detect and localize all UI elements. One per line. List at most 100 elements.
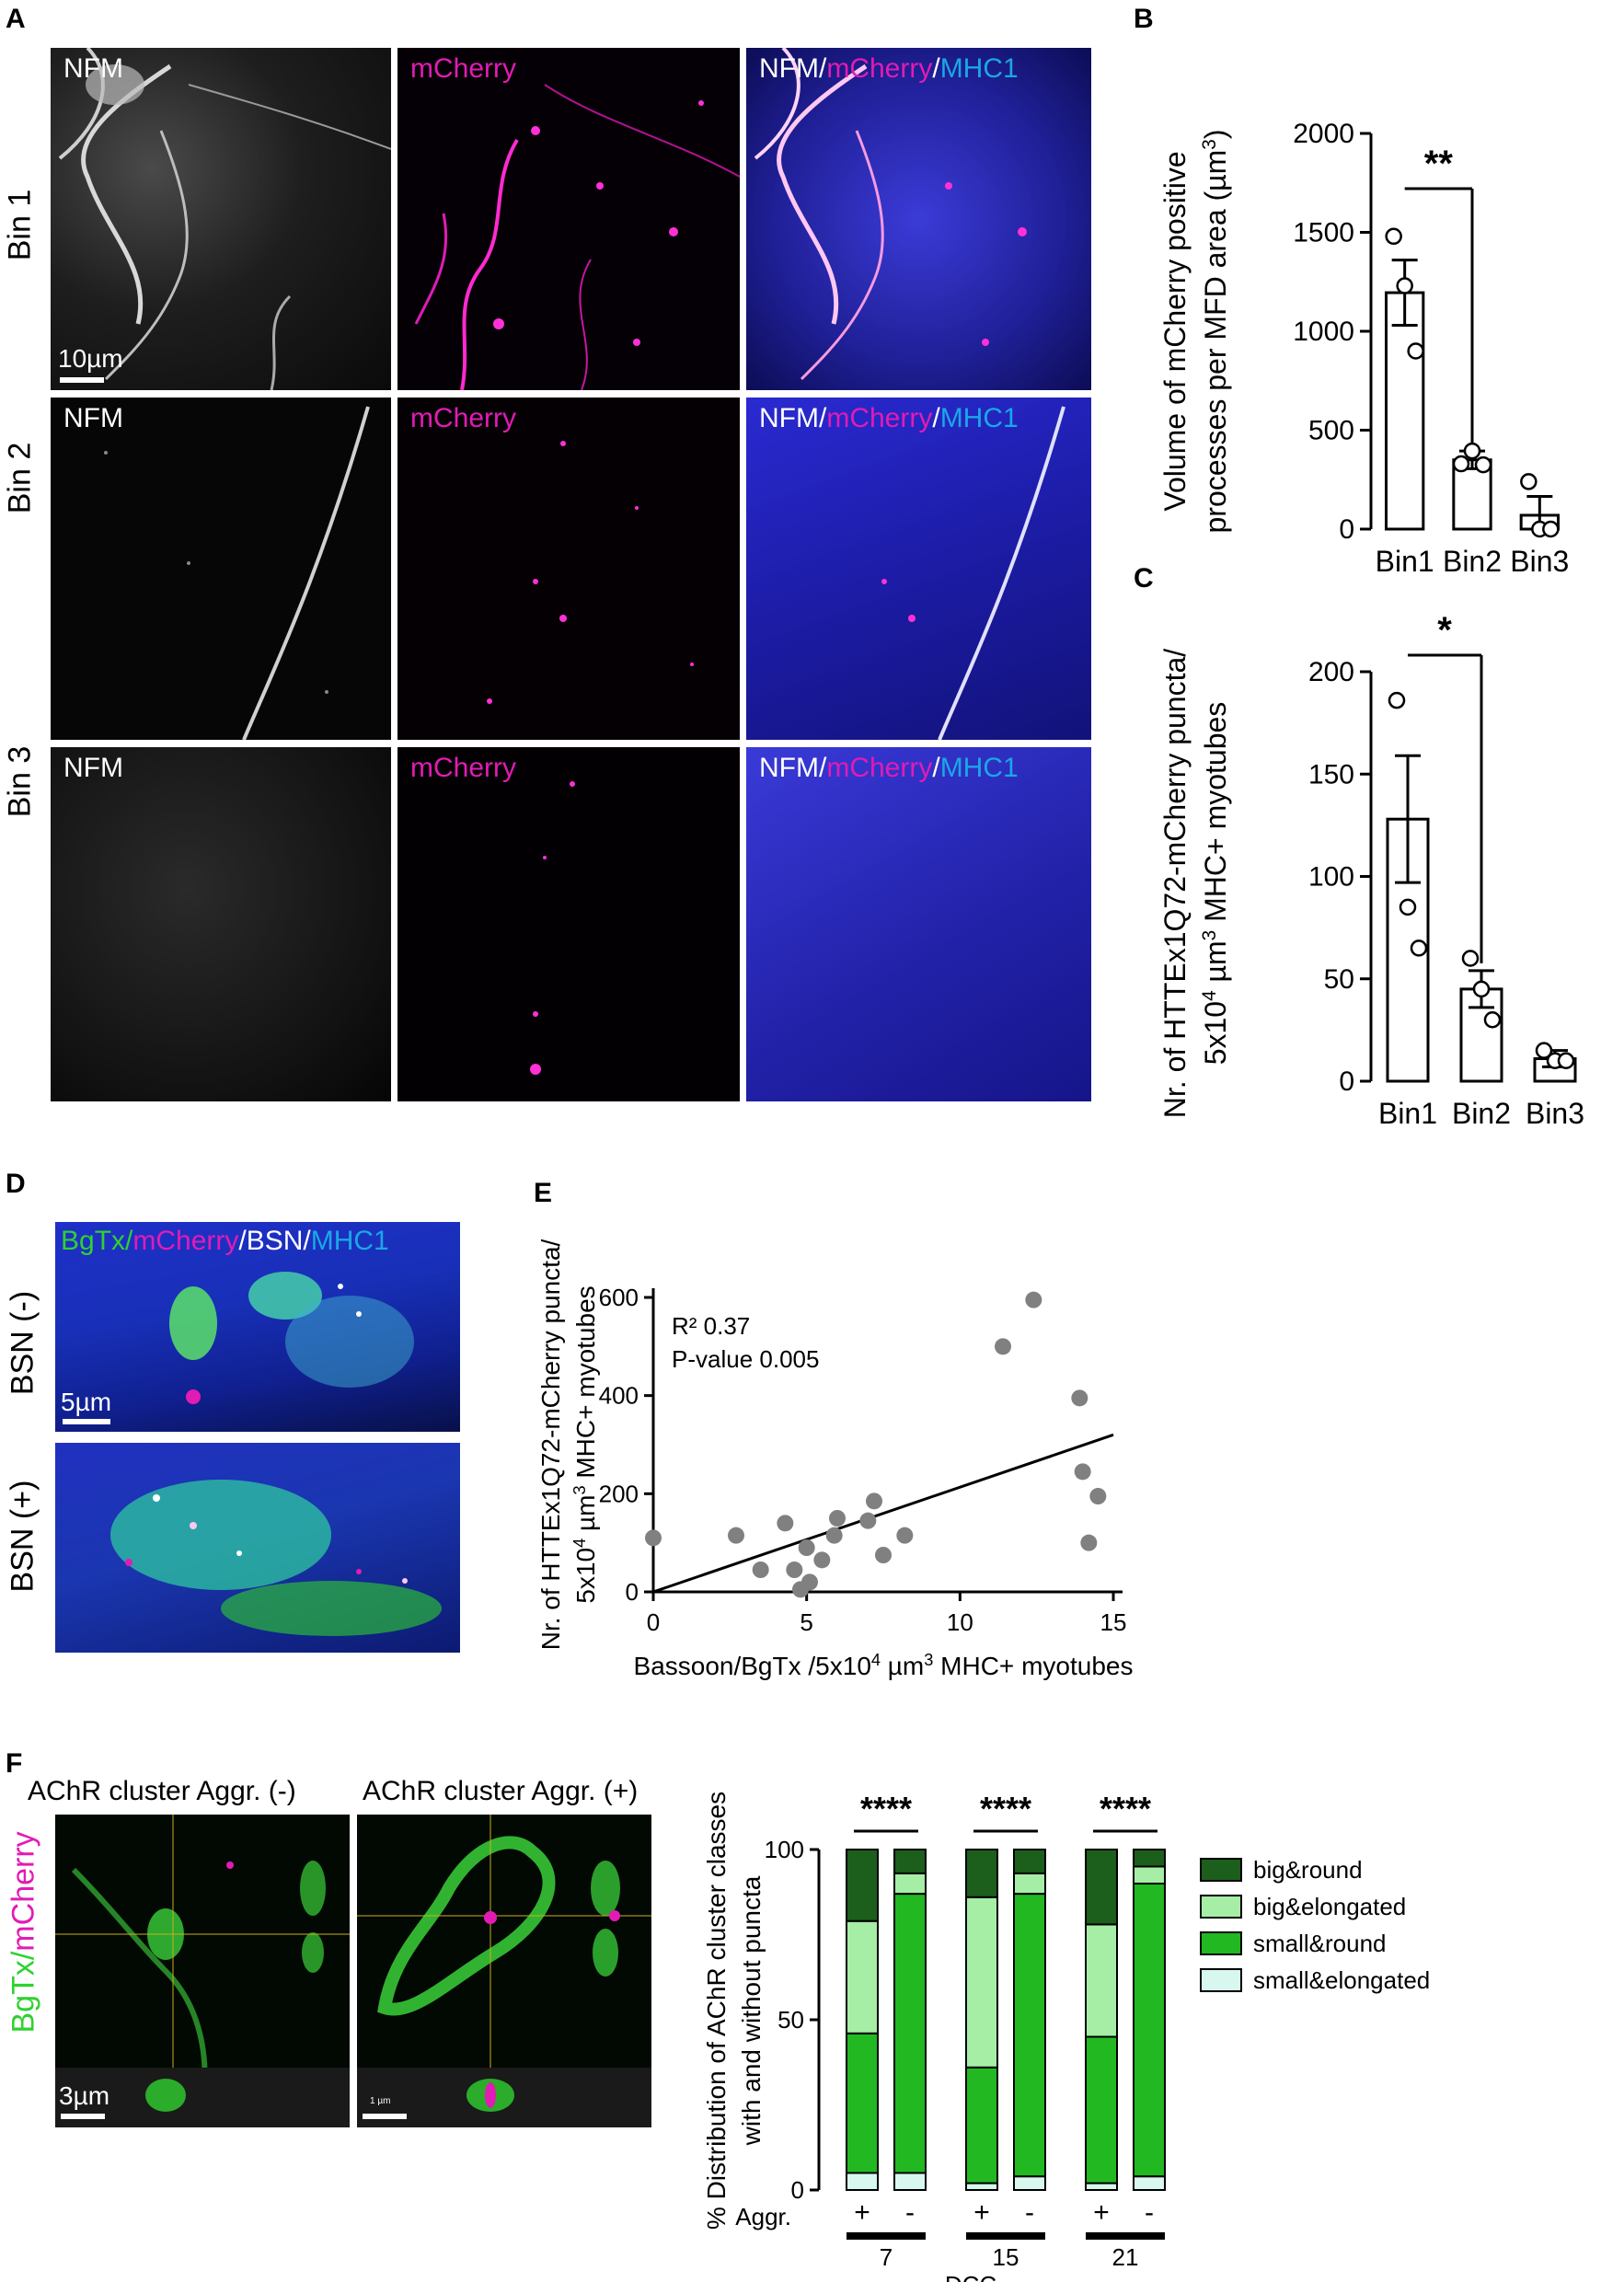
annotation-p-value: P-value 0.005 [672,1345,819,1373]
data-point [1520,473,1538,490]
significance-label: **** [980,1790,1031,1827]
data-point [1535,1042,1553,1059]
stacked-segment-small-round [846,2032,879,2174]
y-tick-label: 1500 [1293,218,1354,248]
scatter-point [1080,1534,1098,1551]
aggr-sign: - [1145,2197,1154,2228]
stacked-segment-big-elongated [1133,1865,1166,1884]
data-point [1557,1052,1575,1069]
legend-label: big&elongated [1253,1893,1406,1920]
legend-label: small&round [1253,1930,1387,1957]
micrograph-bin3-merge: NFM/mCherry/MHC1 [746,747,1091,1101]
scatter-point [995,1338,1011,1355]
row-label-bin1: Bin 1 [2,189,38,261]
legend-label: small&elongated [1253,1966,1430,1994]
x-tick-label: Bin2 [1443,545,1502,578]
x-tick-label: 0 [647,1608,660,1636]
x-tick-label: 5 [800,1608,812,1636]
mcherry-dots-graphic [530,781,575,1075]
panel-f-letter: F [6,1748,23,1779]
data-point [1399,898,1417,916]
scalebar-f [61,2114,105,2119]
y-tick-label: 100 [765,1836,804,1863]
significance-label: * [1437,610,1452,651]
chart-b: 0 500 1000 1500 2000 Bin1 Bin2 Bin3 ** Volume of … [1158,119,1569,578]
label-mcherry-bin2: mCherry [410,403,517,433]
scatter-point [645,1529,662,1547]
y-tick-label: 200 [1308,657,1354,687]
scalebar-f-label: 3µm [59,2081,110,2110]
group-label: 21 [1112,2243,1139,2271]
y-tick-label: 1000 [1293,317,1354,347]
stacked-segment-big-elongated [1085,1923,1118,2038]
row-label-bin2: Bin 2 [2,442,38,514]
mcherry-dots-graphic [487,441,694,704]
aggr-sign: - [1025,2197,1034,2228]
chart-e: 0 200 400 600 0 5 10 15 R² 0.37 P-value 0.005 Bass… [536,1239,1134,1680]
merge-fibers-graphic [754,48,1027,381]
y-axis-label-line1: Volume of mCherry positive [1158,151,1192,511]
data-point [1452,455,1470,473]
micrograph-bin1-mcherry: mCherry [397,48,740,390]
scatter-point [829,1510,846,1527]
x-tick-label: 15 [1100,1608,1127,1636]
scatter-point [777,1515,794,1532]
panel-d-letter: D [6,1169,26,1199]
data-point [1385,227,1402,246]
data-point [1474,455,1492,474]
y-axis-label-line2: with and without puncta [737,1875,766,2146]
y-axis-label-line1: Nr. of HTTEx1Q72-mCherry puncta/ [1158,649,1192,1118]
mcherry-fibers-graphic [414,84,740,390]
group-label: 15 [993,2243,1019,2271]
data-point [1461,950,1480,967]
legend-swatch [1200,1931,1242,1955]
y-tick-label: 100 [1308,862,1354,893]
stacked-segment-big-round [846,1849,879,1922]
group-label: 7 [880,2243,893,2271]
x-axis-label: DCC [945,2271,996,2282]
micrograph-bsn-minus: BgTx/mCherry/BSN/MHC1 5µm [55,1222,460,1432]
data-point [1472,980,1491,998]
scatter-point [1089,1488,1107,1504]
stacked-segment-small-round [893,1893,927,2174]
y-axis-label-line1: % Distribution of AChR cluster classes [702,1792,731,2230]
stacked-segment-small-elongated [1085,2182,1118,2192]
stacked-segment-small-round [965,2066,998,2184]
micrograph-bin3-mcherry: mCherry [397,747,740,1101]
stacked-segment-big-round [893,1849,927,1874]
stacked-segment-big-elongated [1013,1872,1046,1896]
scatter-point [1074,1463,1091,1481]
y-axis-label-line2: 5x104 µm3 MHC+ myotubes [1199,702,1233,1066]
label-merge-bin1: NFM/mCherry/MHC1 [759,53,1019,84]
data-point [1463,442,1481,460]
bar-bin1 [1385,291,1425,531]
micrograph-bin3-nfm: NFM [51,747,391,1101]
aggr-sign: + [854,2197,870,2228]
y-tick-label: 500 [1308,416,1354,446]
scalebar-f-small-label: 1 µm [370,2096,391,2106]
stacked-segment-small-elongated [1133,2175,1166,2192]
scatter-point [875,1547,892,1563]
scatter-point [859,1512,877,1529]
micrograph-bin2-mcherry: mCherry [397,398,740,740]
y-axis-label-line1: Nr. of HTTEx1Q72-mCherry puncta/ [536,1239,565,1650]
significance-label: ** [1424,144,1454,184]
row-label-bsn-minus: BSN (-) [5,1290,40,1396]
data-point [1410,939,1428,957]
label-nfm-bin3: NFM [63,753,123,783]
label-nfm-bin1: NFM [63,53,123,84]
data-point [1407,342,1424,360]
y-tick-label: 200 [599,1480,639,1507]
scatter-point [1071,1389,1088,1407]
data-point [1388,691,1406,709]
scatter-point [798,1539,815,1556]
micrograph-f-aggr-plus: 1 µm [357,1815,651,2127]
panel-f-title-plus: AChR cluster Aggr. (+) [363,1776,639,1806]
nfm-fiber-graphic [104,406,370,740]
y-tick-label: 400 [599,1382,639,1410]
annotation-r2: R² 0.37 [672,1312,750,1340]
y-axis-label-line2: 5x104 µm3 MHC+ myotubes [570,1285,600,1603]
legend-swatch [1200,1858,1242,1882]
scatter-point [825,1527,843,1544]
x-axis-label: Bassoon/BgTx /5x104 µm3 MHC+ myotubes [634,1651,1134,1680]
